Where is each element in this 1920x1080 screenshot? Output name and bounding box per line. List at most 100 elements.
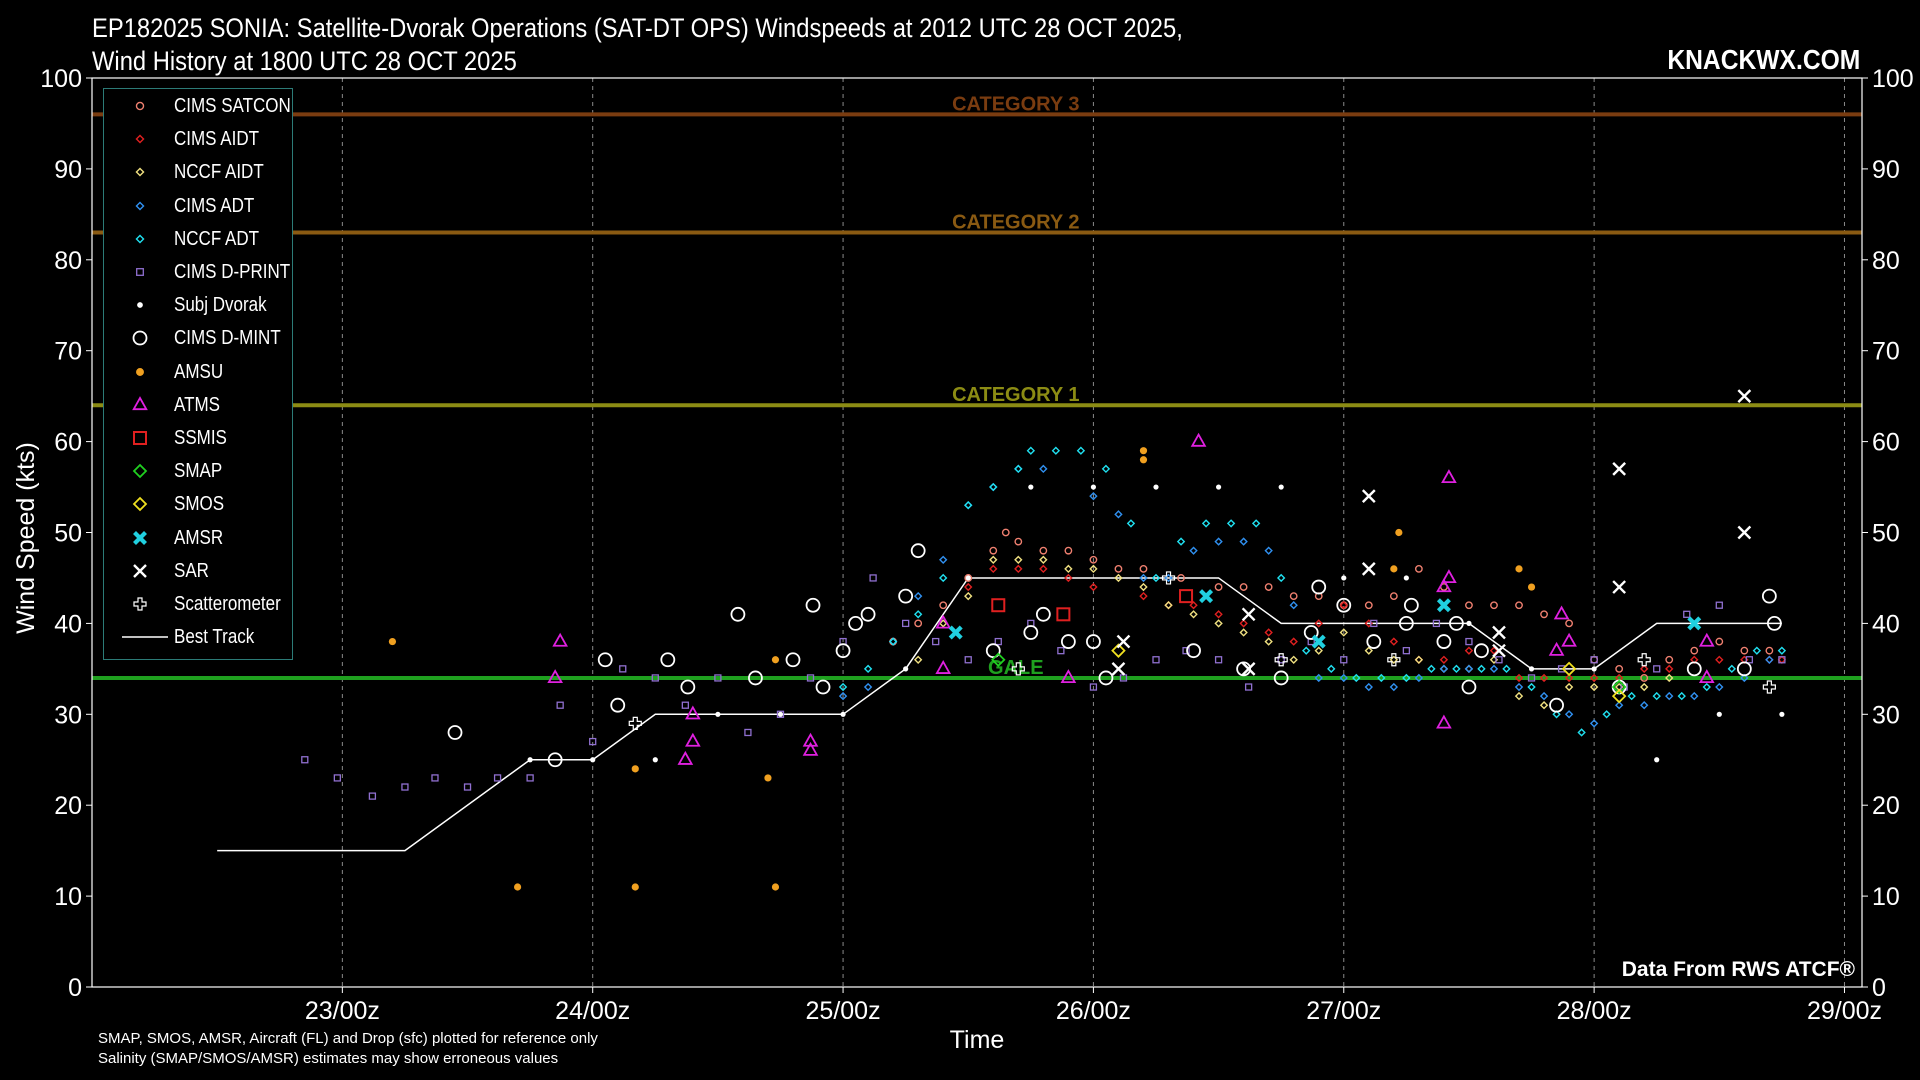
atms-point [685,705,701,720]
legend-symbol-smap [132,463,148,479]
marker-shape [1114,573,1123,583]
marker [137,302,143,309]
marker-shape [1614,701,1624,710]
marker-shape [1389,592,1398,601]
legend-symbol-cims-satcon [135,101,145,111]
nccf-aidt-point [1414,655,1424,664]
legend-label: CIMS D-MINT [174,327,281,350]
marker-shape [785,652,801,668]
cims-aidt-point [1239,619,1248,628]
nccf-aidt-point [1164,601,1173,610]
marker-shape [1014,464,1023,474]
legend-symbol-amsr [133,530,147,545]
cims-d-print-point [1527,674,1536,682]
y-tick-label: 40 [54,610,82,638]
legend-symbol-nccf-adt [135,234,145,244]
subj-dvorak-point [903,666,909,672]
scatterometer-point [1011,662,1025,676]
cims-d-print-point [776,710,785,718]
legend-item-smos: SMOS [104,489,292,519]
cims-d-print-point [619,665,627,673]
marker-shape [1698,632,1715,647]
marker-shape [135,234,145,244]
marker-shape [1014,537,1023,546]
legend-item-sar: SAR [104,556,292,586]
nccf-adt-point [1352,673,1361,683]
nccf-adt-point [1327,664,1336,674]
cims-aidt-point [1214,610,1223,619]
atms-point [547,669,563,684]
amsu-point [771,656,780,664]
subj-dvorak-point [527,757,533,763]
marker-shape [1589,682,1599,692]
marker-shape [776,710,785,718]
cims-d-print-point [651,674,659,682]
marker-shape [1264,583,1273,591]
cims-d-print-point [1244,683,1253,691]
marker-shape [1289,601,1298,610]
marker-shape [1314,673,1323,683]
cims-d-mint-point [1449,616,1464,631]
marker-shape [835,643,851,659]
legend-label: ATMS [174,393,220,416]
legend-item-cims-adt: CIMS ADT [104,191,292,221]
marker-shape [1189,546,1198,555]
marker-shape [1214,619,1223,628]
marker [132,463,148,479]
series-cims-d-mint [447,543,1782,768]
marker-shape [1591,666,1597,672]
y-tick-label: 10 [54,883,82,911]
marker-shape [680,679,696,695]
atms-point [1561,632,1577,647]
cims-d-print-point [1778,656,1786,664]
marker-shape [1028,484,1034,490]
marker-shape [1139,573,1148,583]
legend-item-cims-d-mint: CIMS D-MINT [104,323,292,353]
marker-shape [939,619,948,628]
marker-shape [1539,691,1549,701]
nccf-adt-point [1251,519,1261,528]
marker-shape [136,268,144,276]
legend-item-nccf-aidt: NCCF AIDT [104,157,292,187]
marker-shape [301,756,309,764]
marker-shape [1289,655,1298,664]
threshold-lines: CATEGORY 3 CATEGORY 2 CATEGORY 1 GALE [92,93,1862,680]
marker-shape [1214,656,1223,664]
sar-point [1116,634,1131,649]
marker-shape [547,669,563,684]
marker-shape [806,674,815,682]
marker-shape [964,582,973,592]
amsu-point [764,774,772,782]
marker-shape [1439,655,1449,664]
marker-shape [1057,647,1065,655]
nccf-adt-point [1777,646,1787,655]
best-track-line [217,577,1782,852]
x-tick-label: 27/00z [1306,997,1381,1025]
legend-item-cims-d-print: CIMS D-PRINT [104,257,292,287]
x-tick-label: 23/00z [305,997,380,1025]
nccf-adt-point [1527,682,1536,692]
marker-shape [1539,673,1549,683]
nccf-adt-point [1076,446,1086,455]
cims-d-mint-point [1273,670,1289,686]
marker-shape [1264,546,1273,555]
marker-shape [932,637,940,646]
y-tick-label-right: 20 [1872,792,1900,820]
y-tick-label-right: 80 [1872,247,1900,275]
cims-aidt-point [1489,646,1499,655]
marker-shape [1139,456,1148,464]
y-tick-label-right: 10 [1872,883,1900,911]
subj-dvorak-point [590,757,596,763]
cims-d-print-point [526,774,534,782]
marker-shape [368,792,377,800]
marker-shape [1214,583,1223,591]
cims-aidt-point [1089,582,1098,592]
marker-shape [1327,664,1336,674]
marker-shape [1064,573,1073,583]
marker-shape [135,201,145,211]
cims-d-mint-point [1611,679,1627,695]
cims-adt-point [1114,510,1123,519]
subj-dvorak-point [1591,666,1597,672]
marker-shape [1186,643,1201,659]
